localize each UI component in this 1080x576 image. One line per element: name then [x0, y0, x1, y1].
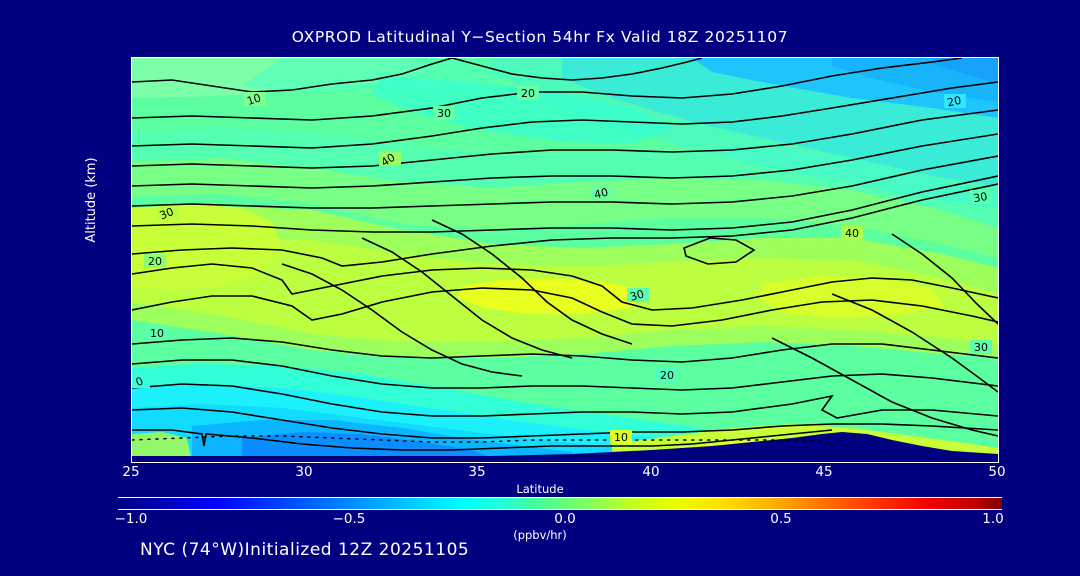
colorbar-tick-neg-half: −0.5: [332, 511, 366, 527]
colorbar-tick-max: 1.0: [982, 511, 1004, 527]
colorbar-tick-zero: 0.0: [554, 511, 576, 527]
colorbar: [118, 497, 1002, 510]
svg-text:0: 0: [134, 374, 146, 389]
svg-text:40: 40: [593, 186, 610, 202]
x-tick-40: 40: [642, 464, 660, 480]
x-tick-50: 50: [988, 464, 1006, 480]
x-tick-35: 35: [468, 464, 486, 480]
svg-text:30: 30: [158, 205, 176, 222]
cross-section-field: 10 20 20 30: [132, 58, 998, 462]
plot-area: 10 20 20 30: [131, 57, 999, 463]
svg-text:10: 10: [245, 91, 262, 108]
x-tick-25: 25: [122, 464, 140, 480]
svg-text:30: 30: [629, 287, 646, 303]
svg-text:40: 40: [379, 151, 398, 169]
initialization-caption: NYC (74°W)Initialized 12Z 20251105: [140, 540, 470, 560]
colorbar-tick-pos-half: 0.5: [770, 511, 792, 527]
colorbar-unit-label: (ppbv/hr): [513, 528, 567, 542]
x-tick-30: 30: [295, 464, 313, 480]
svg-text:30: 30: [974, 341, 988, 354]
svg-text:20: 20: [946, 94, 962, 110]
x-axis-label: Latitude: [516, 482, 564, 496]
colorbar-tick-min: −1.0: [114, 511, 148, 527]
y-axis-label: Altitude (km): [84, 157, 99, 243]
page-title: OXPROD Latitudinal Y−Section 54hr Fx Val…: [291, 28, 789, 46]
svg-text:10: 10: [614, 431, 628, 444]
svg-text:20: 20: [148, 255, 162, 268]
svg-text:40: 40: [845, 227, 859, 240]
svg-text:20: 20: [521, 87, 535, 100]
svg-text:20: 20: [660, 369, 674, 382]
svg-text:10: 10: [150, 327, 164, 340]
svg-text:30: 30: [972, 190, 988, 205]
x-tick-45: 45: [815, 464, 833, 480]
svg-text:30: 30: [437, 107, 451, 120]
